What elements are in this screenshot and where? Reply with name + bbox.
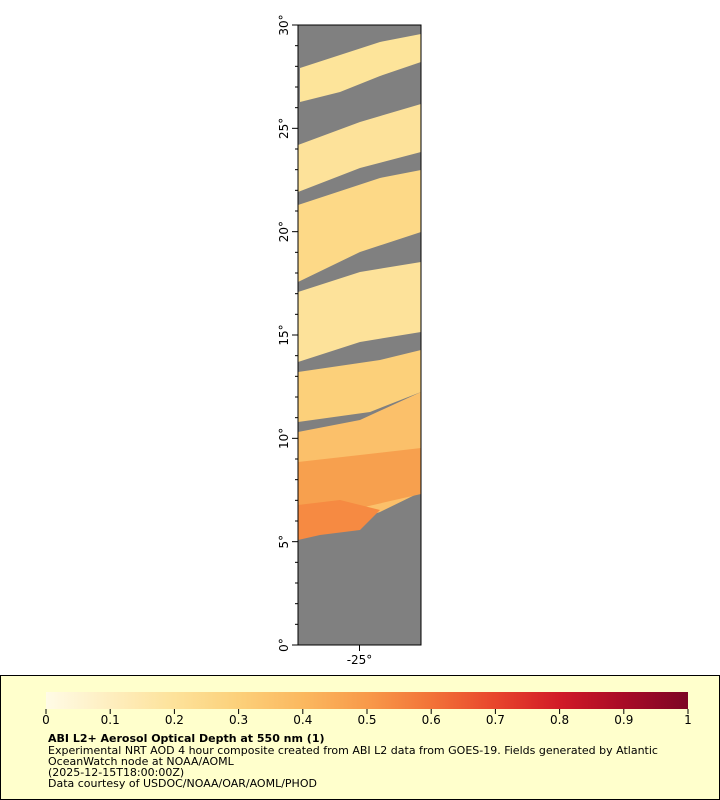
legend-line: OceanWatch node at NOAA/AOML — [48, 755, 235, 768]
legend-line: Data courtesy of USDOC/NOAA/OAR/AOML/PHO… — [48, 777, 317, 790]
y-tick-label: 5° — [277, 535, 291, 549]
colorbar-tick-label: 0.7 — [486, 713, 505, 727]
aerosol-region — [298, 350, 421, 422]
aerosol-region — [298, 448, 421, 508]
colorbar-tick-label: 0.8 — [550, 713, 569, 727]
y-tick-label: 20° — [277, 221, 291, 242]
y-tick-label: 30° — [277, 14, 291, 35]
colorbar-tick-label: 0.6 — [422, 713, 441, 727]
colorbar-tick-label: 0.4 — [293, 713, 312, 727]
x-tick-label: -25° — [347, 653, 373, 667]
legend-line: (2025-12-15T18:00:00Z) — [48, 766, 184, 779]
aerosol-region — [300, 34, 421, 102]
colorbar-tick-label: 0.9 — [614, 713, 633, 727]
legend-title: ABI L2+ Aerosol Optical Depth at 550 nm … — [48, 732, 325, 745]
map-image — [298, 25, 421, 645]
aerosol-region — [298, 262, 421, 362]
colorbar-tick-label: 0.3 — [229, 713, 248, 727]
aerosol-region — [298, 500, 380, 540]
y-tick-label: 15° — [277, 324, 291, 345]
aerosol-region — [298, 104, 421, 192]
colorbar-tick-label: 0.1 — [101, 713, 120, 727]
legend-line: Experimental NRT AOD 4 hour composite cr… — [48, 744, 658, 757]
colorbar-tick-label: 1 — [684, 713, 692, 727]
y-tick-label: 0° — [277, 638, 291, 652]
y-tick-label: 10° — [277, 428, 291, 449]
colorbar — [46, 692, 688, 709]
colorbar-tick-label: 0.5 — [357, 713, 376, 727]
colorbar-tick-label: 0.2 — [165, 713, 184, 727]
y-tick-label: 25° — [277, 118, 291, 139]
colorbar-tick-label: 0 — [42, 713, 50, 727]
aerosol-region — [298, 170, 421, 282]
